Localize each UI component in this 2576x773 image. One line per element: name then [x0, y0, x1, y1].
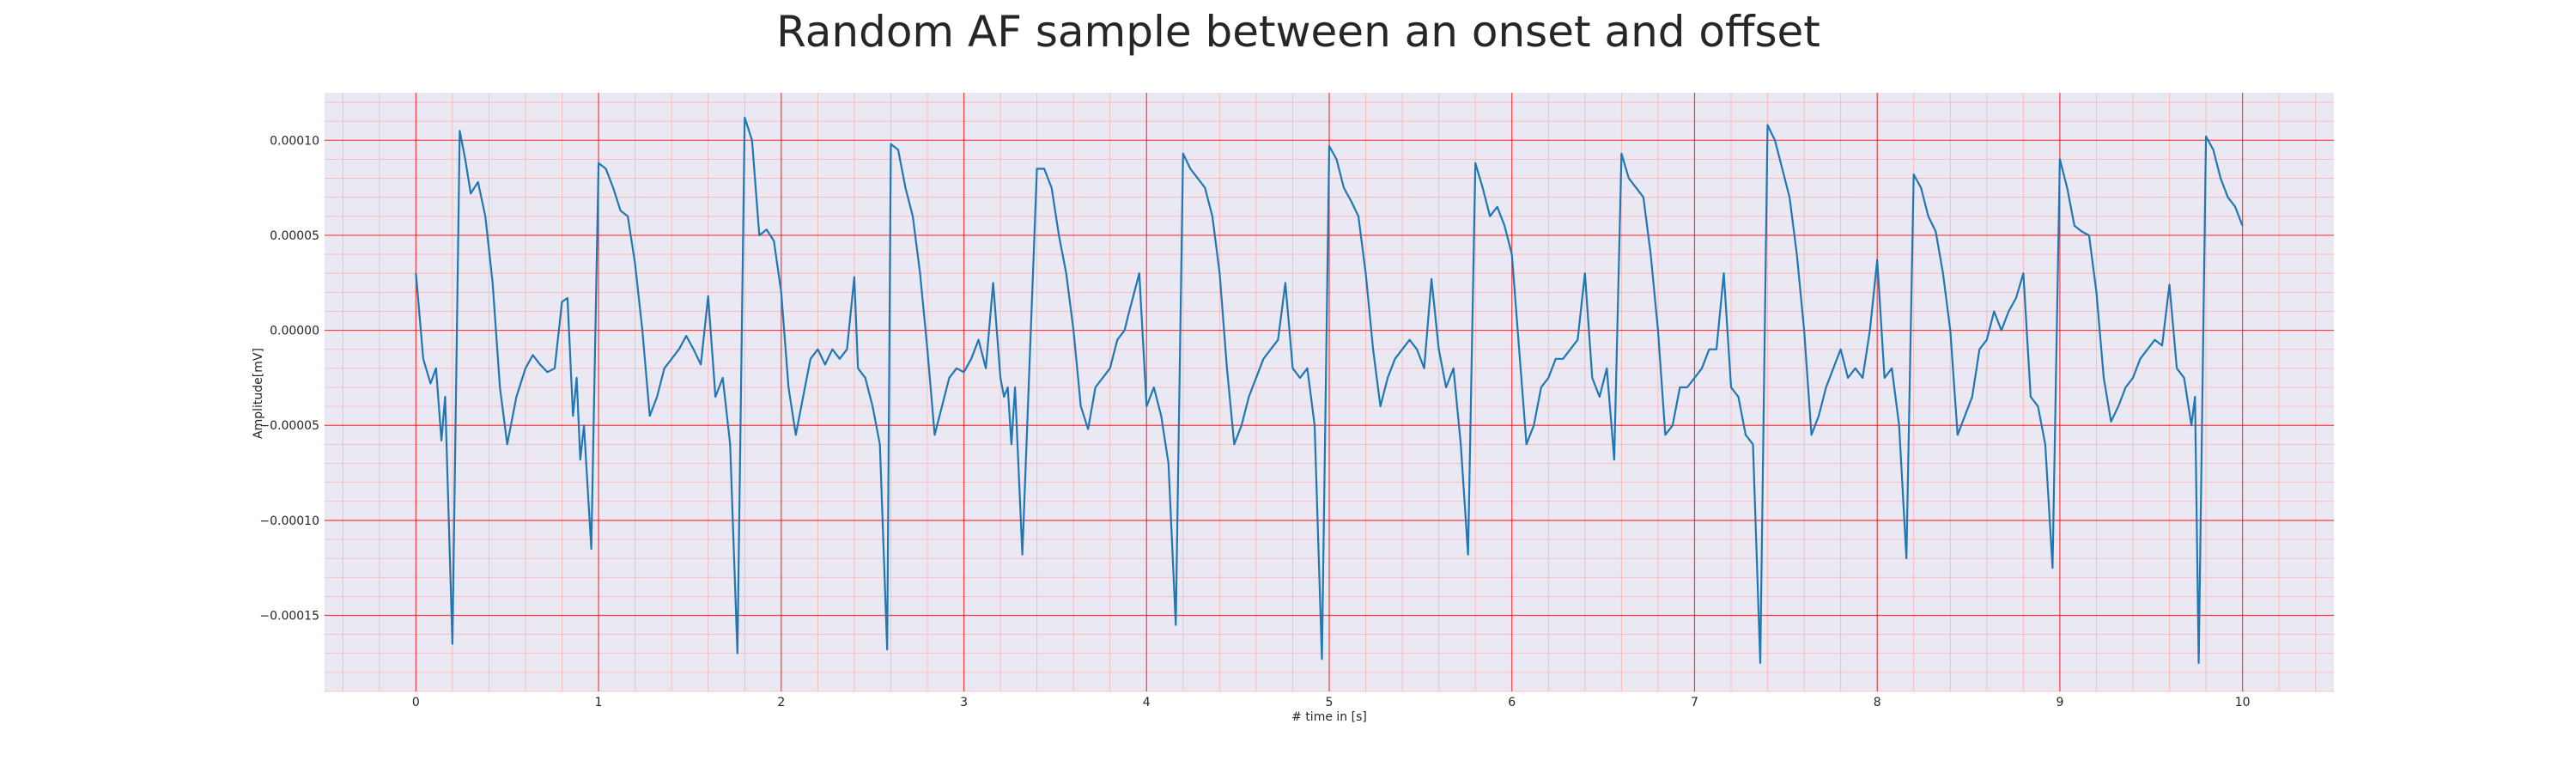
- y-tick-labels: 0.00010 0.00005 0.00000 −0.00005 −0.00010 −0.…: [259, 134, 319, 623]
- x-tick-label: 7: [1691, 696, 1698, 709]
- y-tick-label: −0.00005: [259, 419, 319, 433]
- x-tick-label: 2: [777, 696, 785, 709]
- y-tick-label: −0.00010: [259, 514, 319, 528]
- y-axis-label: Amplitude[mV]: [252, 348, 265, 439]
- x-tick-label: 3: [960, 696, 968, 709]
- x-tick-label: 1: [595, 696, 603, 709]
- series-layer: [415, 116, 2244, 664]
- y-tick-label: 0.00010: [270, 134, 319, 148]
- x-tick-label: 4: [1143, 696, 1151, 709]
- x-tick-label: 0: [412, 696, 420, 709]
- x-tick-label: 8: [1874, 696, 1881, 709]
- x-tick-label: 6: [1508, 696, 1516, 709]
- y-tick-label: 0.00005: [270, 229, 319, 243]
- y-tick-label: −0.00015: [259, 609, 319, 623]
- chart-title: Random AF sample between an onset and of…: [776, 7, 1820, 57]
- x-tick-label: 5: [1326, 696, 1334, 709]
- major-grid: [325, 93, 2334, 691]
- series-line: [415, 116, 2244, 664]
- x-tick-label: 10: [2235, 696, 2251, 709]
- x-tick-labels: 0 1 2 3 4 5 6 7 8 9 10: [412, 696, 2251, 709]
- x-tick-label: 9: [2056, 696, 2063, 709]
- y-tick-label: 0.00000: [270, 325, 319, 338]
- x-axis-label: # time in [s]: [1291, 710, 1367, 724]
